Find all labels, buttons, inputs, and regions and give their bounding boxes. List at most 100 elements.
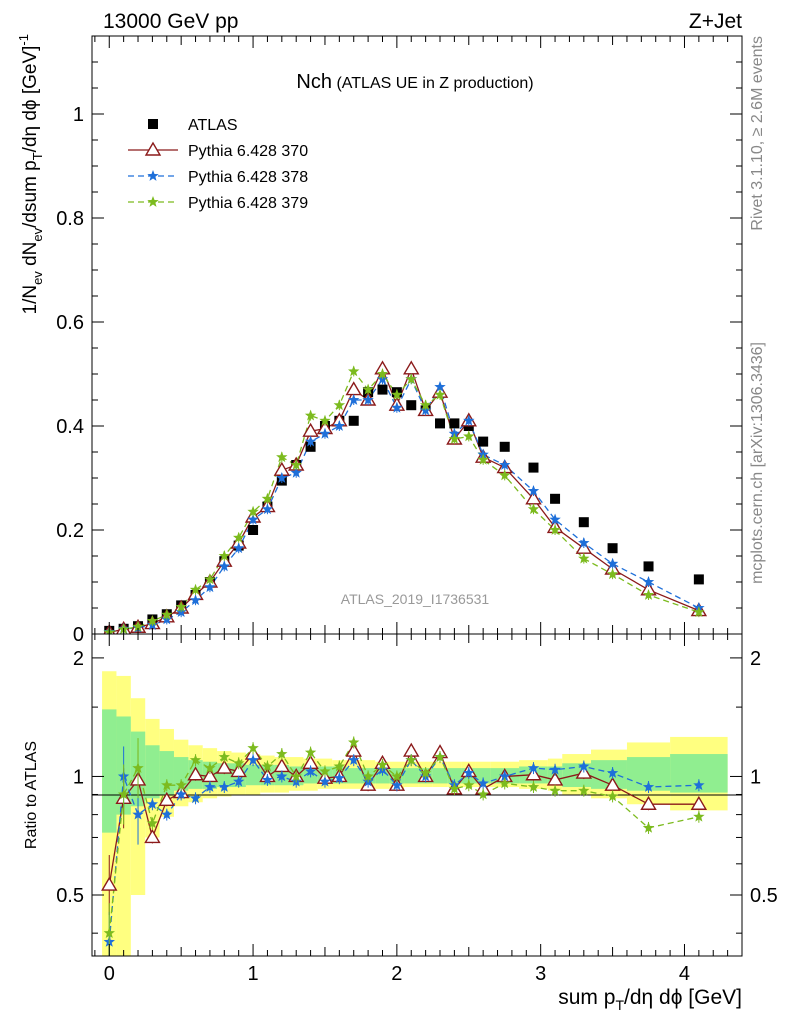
uncertainty-band-green-3 <box>145 745 160 799</box>
data-point-0-24 <box>449 418 460 429</box>
ratio-point-0-3 <box>144 829 161 844</box>
ratio-point-1-2 <box>132 808 144 820</box>
ratio-y-axis-label: Ratio to ATLAS <box>23 741 40 849</box>
ratio-point-2-16 <box>333 760 346 772</box>
y-tick-label: 0.2 <box>56 520 84 542</box>
data-point-3-14 <box>304 409 317 421</box>
data-point-2-12 <box>276 472 288 483</box>
ratio-point-1-15 <box>319 775 331 787</box>
ratio-point-0-4 <box>158 791 175 806</box>
y-tick-label: 0.8 <box>56 208 84 230</box>
data-point-0-29 <box>550 493 561 504</box>
ratio-point-2-15 <box>319 765 331 777</box>
data-point-3-13 <box>290 459 302 470</box>
ratio-point-2-29 <box>549 784 561 796</box>
data-point-0-19 <box>377 384 388 395</box>
y-tick-label: 0 <box>73 624 84 646</box>
ratio-point-0-31 <box>604 776 621 791</box>
ratio-point-2-33 <box>693 810 705 822</box>
uncertainty-band-green-10 <box>245 764 261 786</box>
uncertainty-band-green-21 <box>404 768 419 784</box>
ratio-point-2-3 <box>146 817 159 829</box>
uncertainty-band-green-26 <box>475 768 491 784</box>
y-tick-label: 0.6 <box>56 312 84 334</box>
data-point-3-28 <box>527 503 540 515</box>
ratio-point-2-10 <box>247 742 259 753</box>
ratio-point-2-27 <box>499 777 511 789</box>
ratio-point-1-31 <box>606 767 619 778</box>
ratio-point-1-3 <box>146 798 159 810</box>
y-tick-label: 0.4 <box>56 416 84 438</box>
x-tick-label: 3 <box>535 963 546 985</box>
ratio-point-1-33 <box>693 779 705 791</box>
ratio-point-2-7 <box>204 762 216 773</box>
legend-marker-0 <box>148 119 158 129</box>
data-point-3-4 <box>161 608 173 620</box>
data-point-2-11 <box>261 503 274 515</box>
x-tick-label: 0 <box>104 963 115 985</box>
data-point-3-32 <box>642 589 655 600</box>
ratio-point-2-4 <box>161 779 173 791</box>
ratio-y-tick-label: 1 <box>73 766 84 788</box>
ratio-point-0-33 <box>690 795 708 810</box>
data-point-2-30 <box>578 537 590 548</box>
data-point-0-21 <box>406 400 417 411</box>
data-point-0-23 <box>435 418 446 429</box>
x-tick-label: 4 <box>679 963 690 985</box>
data-point-2-31 <box>606 557 619 569</box>
plot-title: Nch (ATLAS UE in Z production) <box>296 71 533 93</box>
ratio-point-1-7 <box>204 781 216 792</box>
y-axis-label: 1/Nev dNev/dsum pT/dη dϕ [GeV]-1 <box>16 34 45 315</box>
ratio-y-tick-label: 2 <box>73 648 84 670</box>
data-point-3-11 <box>261 492 274 504</box>
data-point-2-10 <box>247 513 259 525</box>
data-point-2-14 <box>304 435 317 447</box>
ratio-point-2-32 <box>642 821 655 833</box>
ratio-point-2-23 <box>434 751 446 762</box>
ratio-line-2 <box>108 740 700 934</box>
x-tick-label: 1 <box>247 963 258 985</box>
data-point-2-29 <box>549 513 561 525</box>
header-left-label: 13000 GeV pp <box>103 10 238 33</box>
data-point-3-22 <box>419 399 432 411</box>
data-point-3-21 <box>405 373 417 385</box>
ratio-point-2-0 <box>103 927 115 938</box>
y-tick-label: 1 <box>73 104 84 126</box>
ratio-point-1-11 <box>261 773 274 785</box>
ratio-point-2-8 <box>218 751 230 762</box>
data-point-3-6 <box>189 583 202 595</box>
data-point-2-9 <box>233 542 245 554</box>
data-point-2-27 <box>499 459 511 470</box>
ratio-point-2-26 <box>477 788 489 800</box>
ratio-y-tick-label-right: 1 <box>750 766 761 788</box>
data-point-3-3 <box>146 615 159 626</box>
data-point-3-8 <box>218 550 230 561</box>
legend-marker-1 <box>144 141 162 156</box>
ratio-point-2-14 <box>304 746 317 758</box>
data-point-0-32 <box>643 561 654 572</box>
data-point-3-25 <box>463 430 475 442</box>
ratio-point-1-20 <box>391 779 403 791</box>
data-point-3-9 <box>233 531 245 543</box>
data-point-0-10 <box>248 525 259 535</box>
uncertainty-band-green-17 <box>346 768 361 784</box>
ratio-point-1-16 <box>333 772 346 783</box>
ratio-point-2-6 <box>189 754 202 765</box>
data-point-2-7 <box>204 581 216 593</box>
data-point-3-19 <box>376 368 389 379</box>
ratio-y-tick-label-right: 2 <box>750 648 761 670</box>
series-line-3 <box>109 370 700 634</box>
data-point-3-23 <box>434 388 446 400</box>
ratio-point-2-17 <box>348 736 360 748</box>
data-point-2-8 <box>218 560 230 572</box>
ratio-point-0-6 <box>187 766 204 781</box>
ratio-point-2-19 <box>376 758 389 770</box>
ratio-plot-frame <box>91 633 743 957</box>
data-point-3-2 <box>132 620 144 632</box>
data-point-2-15 <box>319 427 331 439</box>
data-point-3-29 <box>549 524 561 535</box>
legend-label-2: Pythia 6.428 378 <box>188 169 308 186</box>
data-point-3-31 <box>606 568 619 580</box>
ratio-point-0-32 <box>640 795 657 810</box>
data-point-0-30 <box>578 517 589 528</box>
